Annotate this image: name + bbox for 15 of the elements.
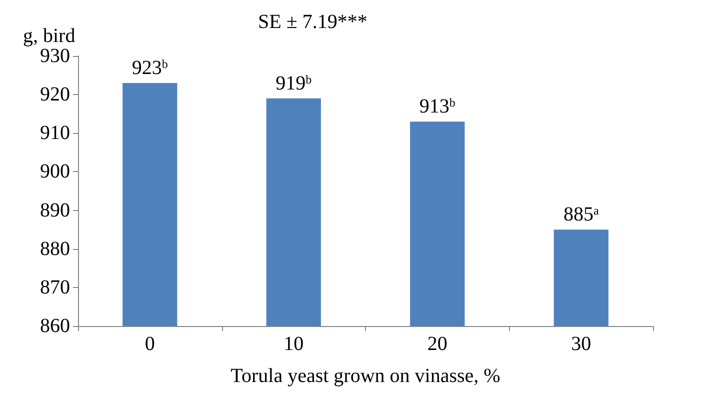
x-tick-label: 20 bbox=[427, 333, 448, 355]
y-tick-label: 900 bbox=[40, 160, 70, 183]
y-tick-label: 890 bbox=[40, 199, 70, 222]
y-tick-label: 920 bbox=[40, 84, 70, 106]
x-tick-label: 10 bbox=[284, 333, 304, 355]
y-tick-label: 870 bbox=[40, 276, 70, 298]
y-tick-label: 930 bbox=[40, 45, 70, 67]
y-tick-label: 860 bbox=[40, 315, 70, 337]
y-tick-label: 910 bbox=[40, 122, 70, 144]
x-tick-label: 30 bbox=[571, 333, 592, 355]
x-tick-label: 0 bbox=[144, 333, 155, 355]
y-tick-label: 880 bbox=[40, 238, 70, 260]
y-axis-title: g, bird bbox=[23, 25, 76, 48]
x-axis-title: Torula yeast grown on vinasse, % bbox=[230, 365, 500, 387]
text: SE ± 7.19*** bbox=[258, 11, 368, 33]
